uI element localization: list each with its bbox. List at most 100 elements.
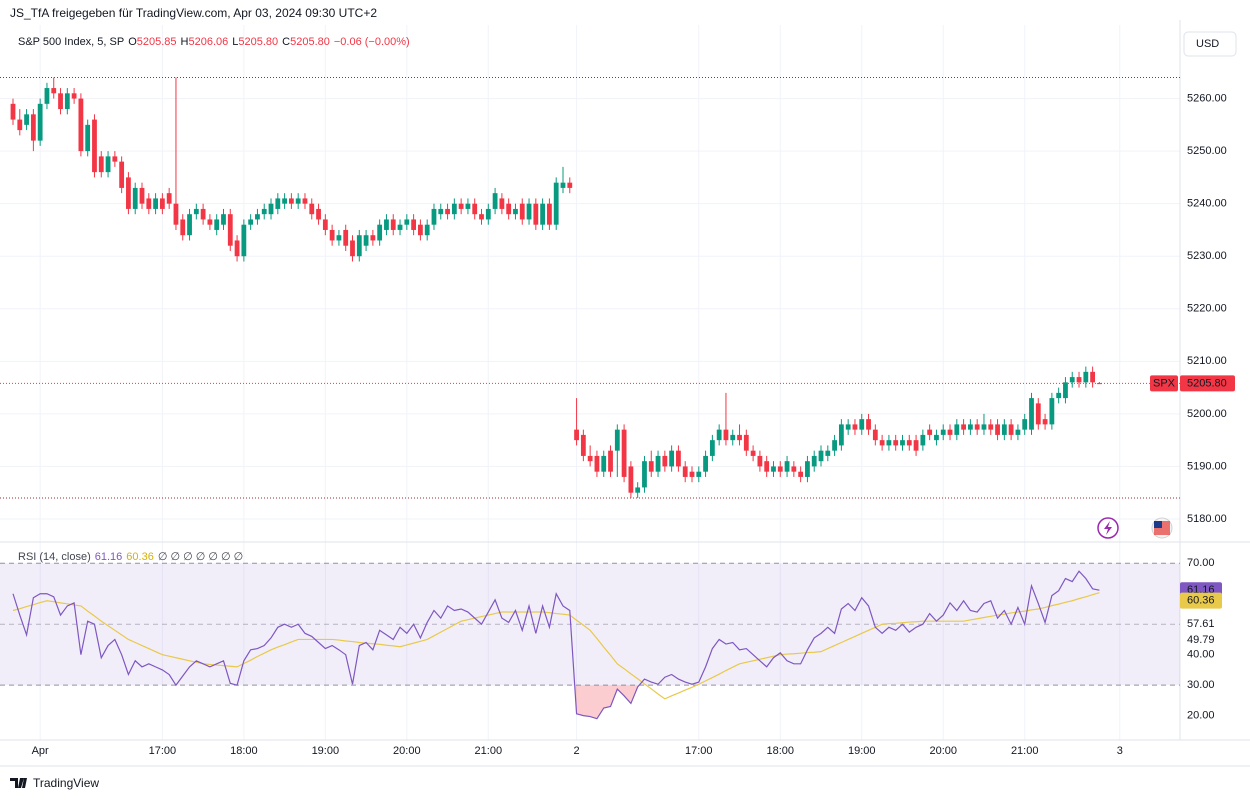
candle-body: [1015, 429, 1021, 435]
candle-body: [166, 193, 172, 204]
price-legend: S&P 500 Index, 5, SP O5205.85 H5206.06 L520…: [18, 36, 410, 48]
badge-name: SPX: [1153, 377, 1176, 389]
price-badge: 5205.80: [1187, 377, 1227, 389]
x-tick-label: 19:00: [312, 745, 340, 757]
candle-body: [1049, 398, 1055, 425]
candle-body: [947, 429, 953, 435]
candle-body: [716, 429, 722, 441]
candle-body: [44, 88, 50, 104]
x-tick-label: 3: [1117, 745, 1123, 757]
x-tick-label: 17:00: [685, 745, 713, 757]
candle-body: [438, 208, 444, 215]
candle-body: [193, 208, 199, 215]
candle-body: [17, 119, 23, 131]
candle-body: [173, 203, 179, 225]
x-tick-label: 19:00: [848, 745, 876, 757]
candle-body: [10, 103, 16, 120]
candle-body: [913, 440, 919, 451]
candle-body: [886, 440, 892, 446]
candle-body: [159, 198, 165, 209]
candle-body: [540, 203, 546, 225]
candle-body: [98, 156, 104, 173]
candle-body: [336, 235, 342, 241]
axis-note: 57.61: [1187, 618, 1215, 630]
x-tick-label: 21:00: [475, 745, 503, 757]
currency[interactable]: USD: [1196, 38, 1219, 50]
symbol-title: S&P 500 Index, 5, SP: [18, 36, 124, 48]
candle-body: [139, 187, 145, 204]
candle-body: [1008, 424, 1014, 435]
candle-body: [580, 434, 586, 456]
candle-body: [363, 235, 369, 246]
candle-body: [85, 124, 91, 152]
oversold-fill: [574, 685, 640, 719]
candle-body: [458, 203, 464, 209]
candle-body: [784, 461, 790, 472]
candle-body: [560, 182, 566, 188]
candle-body: [703, 455, 708, 472]
candle-body: [58, 93, 63, 110]
candle-body: [1035, 403, 1041, 425]
candle-body: [112, 156, 118, 162]
candle-body: [1097, 383, 1102, 385]
candle-body: [445, 208, 450, 215]
candle-body: [295, 198, 301, 204]
candle-body: [635, 487, 641, 493]
candle-body: [872, 429, 878, 441]
candle-body: [655, 455, 661, 472]
candle-body: [485, 208, 491, 220]
candle-body: [988, 424, 994, 430]
candle-body: [492, 193, 498, 209]
candle-body: [825, 450, 831, 456]
candle-body: [614, 429, 620, 451]
candle-body: [805, 461, 810, 477]
x-tick-label: 2: [574, 745, 580, 757]
candle-body: [356, 235, 362, 257]
candle-body: [397, 224, 403, 230]
y-tick-label: 5240.00: [1187, 198, 1227, 210]
candle-body: [696, 471, 702, 477]
candle-body: [180, 219, 186, 236]
candle-body: [811, 455, 817, 467]
candle-body: [777, 466, 783, 472]
candle-body: [995, 424, 1000, 435]
candle-body: [533, 203, 539, 225]
candle-body: [574, 429, 579, 441]
candle-body: [682, 466, 688, 477]
candle-body: [954, 424, 960, 435]
candle-body: [424, 224, 430, 236]
button-frame[interactable]: [1183, 31, 1237, 57]
candle-body: [248, 219, 254, 225]
rsi-value: 61.16: [95, 551, 123, 563]
candle-body: [852, 424, 858, 430]
candle-body: [51, 88, 57, 94]
y-tick-label: 20.00: [1187, 710, 1215, 722]
badge-name-box: [1150, 375, 1178, 392]
candle-body: [418, 224, 423, 236]
x-tick-label: 20:00: [393, 745, 421, 757]
candle-body: [370, 235, 376, 241]
candle-body: [64, 93, 70, 110]
candle-body: [214, 219, 220, 230]
candle-body: [282, 198, 287, 204]
candle-body: [119, 161, 125, 188]
candle-body: [200, 208, 206, 220]
candle-body: [404, 219, 410, 225]
candle-body: [838, 424, 844, 446]
axis-note: 49.79: [1187, 634, 1215, 646]
value-badge: 60.36: [1187, 595, 1215, 607]
y-tick-label: 70.00: [1187, 557, 1215, 569]
candle-body: [322, 219, 328, 230]
candle-body: [105, 156, 111, 173]
candle-body: [940, 429, 946, 435]
candle-body: [472, 203, 478, 215]
candle-body: [900, 440, 905, 446]
candle-body: [676, 450, 681, 467]
lightning-glyph: [1104, 521, 1112, 535]
candle-body: [730, 434, 736, 441]
currency-button[interactable]: USD: [1183, 31, 1237, 57]
candle-body: [709, 440, 715, 456]
candle-body: [553, 182, 559, 225]
price-badge-box: [1180, 375, 1235, 392]
candle-body: [479, 214, 484, 220]
